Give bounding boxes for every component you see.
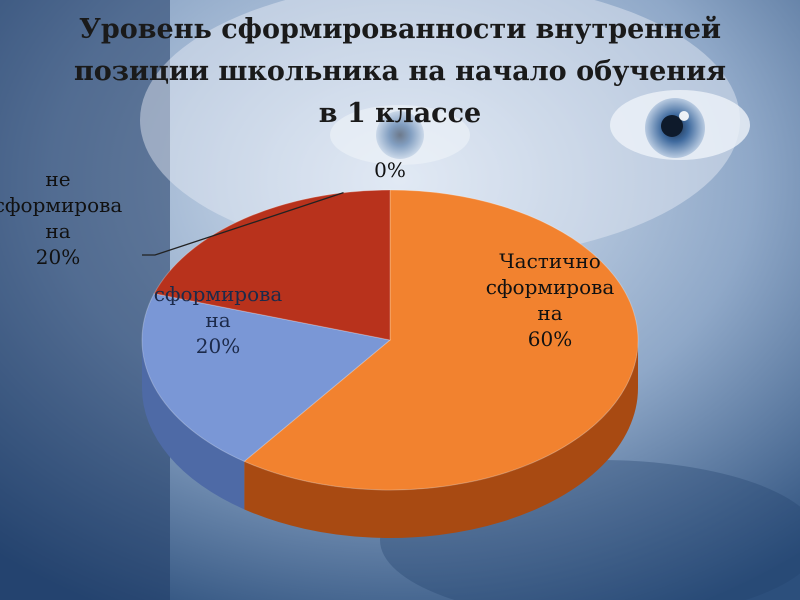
slice-label-1-1: на [205, 308, 230, 332]
slice-label-0-2: на [537, 301, 562, 325]
pie-tops [141, 189, 639, 491]
slice-label-2-1: сформирова [0, 193, 122, 217]
slice-label-2-0: не [45, 167, 70, 191]
leader-line-2 [142, 192, 344, 256]
pie-labels: Частичносформирована60%сформирована20%не… [0, 158, 614, 358]
slice-percent-label-1-2: 20% [196, 334, 240, 358]
chart-title-line-3: в 1 классе [319, 98, 481, 129]
slice-label-2-2: на [45, 219, 70, 243]
eye-left-icon [330, 105, 470, 165]
pie-slice-1 [141, 293, 392, 462]
pie-sides [142, 340, 639, 538]
chart-title-line-2: позиции школьника на начало обучения [74, 56, 726, 87]
slice-percent-label-2-3: 20% [36, 245, 80, 269]
pie-slice-2 [153, 189, 391, 341]
pie-slice-0 [243, 189, 639, 491]
leader-lines [142, 192, 344, 256]
slice-label-0-1: сформирова [486, 275, 615, 299]
chart-title-line-1: Уровень сформированности внутренней [79, 14, 721, 45]
pie-slice-side-0 [244, 340, 639, 538]
slice-label-1-0: сформирова [154, 282, 283, 306]
slice-percent-label-3-0: 0% [374, 158, 406, 182]
slice-label-0-0: Частично [499, 249, 601, 273]
eye-right-icon [610, 90, 750, 160]
slice-percent-label-0-3: 60% [528, 327, 572, 351]
chart-title: Уровень сформированности внутренней пози… [74, 14, 726, 129]
pie-slice-side-1 [142, 340, 245, 510]
